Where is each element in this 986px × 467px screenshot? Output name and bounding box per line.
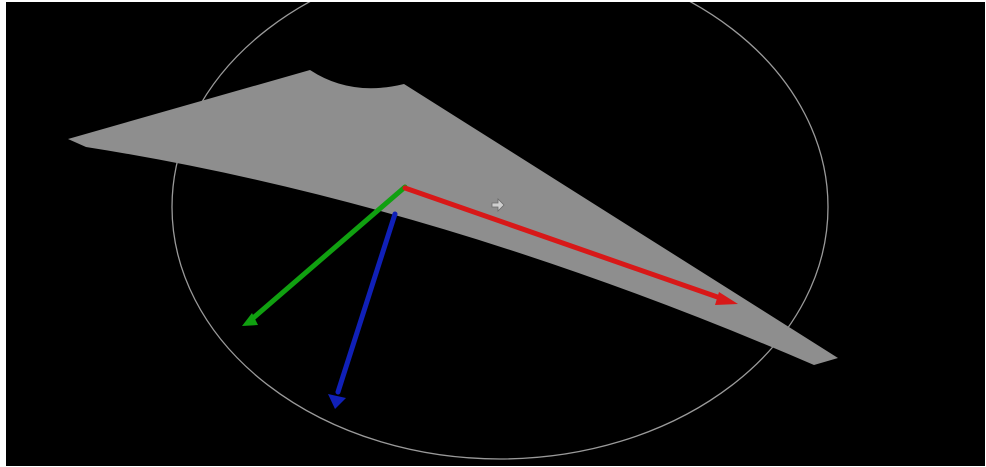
z-axis-shaft[interactable] [335,211,398,395]
x-axis-arrowhead[interactable] [715,292,738,305]
x-axis-shaft[interactable] [402,185,729,303]
3d-viewport[interactable] [6,2,985,466]
surface-mesh[interactable] [68,70,838,365]
x-axis-arrow[interactable] [402,185,738,305]
y-axis-shaft[interactable] [249,184,408,322]
y-axis-arrowhead[interactable] [242,313,258,326]
rotation-gizmo-ring[interactable] [171,2,829,460]
viewport-canvas[interactable] [6,2,985,466]
z-axis-arrow[interactable] [328,211,398,409]
move-cursor-icon [491,198,505,212]
z-axis-arrowhead[interactable] [328,394,346,409]
y-axis-arrow[interactable] [242,184,408,326]
